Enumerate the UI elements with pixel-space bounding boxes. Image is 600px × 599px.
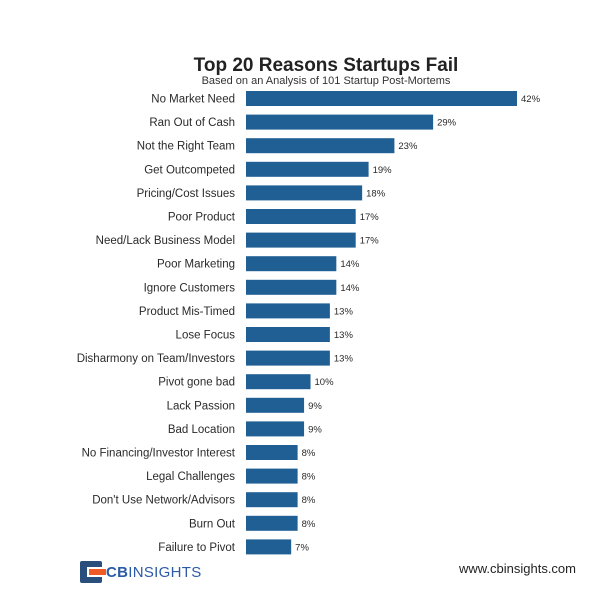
- category-label: Lose Focus: [176, 330, 236, 342]
- value-label: 8%: [302, 519, 316, 530]
- bar: [246, 303, 330, 319]
- bar: [246, 161, 369, 177]
- value-label: 13%: [334, 306, 354, 317]
- category-label: Failure to Pivot: [158, 542, 236, 554]
- value-label: 19%: [373, 165, 393, 176]
- chart-subtitle: Based on an Analysis of 101 Startup Post…: [202, 75, 451, 87]
- value-label: 42%: [521, 94, 541, 105]
- bar: [246, 91, 517, 106]
- category-label: Bad Location: [168, 424, 235, 436]
- bar: [246, 374, 311, 390]
- bar: [246, 397, 305, 413]
- category-label: Not the Right Team: [137, 141, 235, 153]
- category-label: Legal Challenges: [146, 471, 235, 483]
- category-label: Don't Use Network/Advisors: [92, 495, 235, 507]
- bar: [246, 515, 298, 531]
- bars-group: No Market Need 42% Ran Out of Cash 29% Not t…: [77, 91, 541, 555]
- bar: [246, 232, 356, 248]
- bar: [246, 327, 330, 342]
- value-label: 14%: [340, 283, 360, 294]
- category-label: Burn Out: [189, 518, 236, 530]
- category-label: Ran Out of Cash: [149, 117, 235, 129]
- bar: [246, 421, 305, 437]
- value-label: 29%: [437, 118, 457, 129]
- bar: [246, 114, 434, 130]
- logo-text-bold: CB: [106, 563, 129, 581]
- category-label: Need/Lack Business Model: [96, 235, 235, 247]
- value-label: 18%: [366, 188, 386, 199]
- value-label: 17%: [360, 236, 380, 247]
- bar: [246, 138, 395, 154]
- value-label: 8%: [302, 495, 316, 506]
- bar: [246, 279, 337, 295]
- value-label: 9%: [308, 401, 322, 412]
- bar: [246, 468, 298, 484]
- value-label: 23%: [398, 141, 418, 152]
- category-label: Poor Marketing: [157, 259, 235, 271]
- bar: [246, 539, 292, 555]
- value-label: 17%: [360, 212, 380, 223]
- chart-title: Top 20 Reasons Startups Fail: [194, 55, 459, 76]
- cb-insights-logo: CBINSIGHTS: [80, 561, 202, 583]
- website-link[interactable]: www.cbinsights.com: [458, 561, 576, 576]
- bar: [246, 492, 298, 508]
- category-label: No Market Need: [151, 94, 235, 106]
- cb-logo-icon: [80, 561, 106, 583]
- bar: [246, 209, 356, 224]
- value-label: 10%: [315, 377, 335, 388]
- category-label: No Financing/Investor Interest: [82, 448, 236, 460]
- bar: [246, 445, 298, 460]
- value-label: 13%: [334, 330, 354, 341]
- bar: [246, 185, 363, 201]
- category-label: Product Mis-Timed: [139, 306, 235, 318]
- logo-text-rest: INSIGHTS: [128, 563, 202, 581]
- category-label: Ignore Customers: [144, 282, 236, 294]
- logo-text: CBINSIGHTS: [106, 564, 202, 581]
- category-label: Poor Product: [168, 212, 236, 224]
- category-label: Pricing/Cost Issues: [137, 188, 236, 200]
- category-label: Disharmony on Team/Investors: [77, 353, 236, 365]
- bar: [246, 256, 337, 272]
- category-label: Get Outcompeted: [144, 164, 235, 176]
- value-label: 8%: [302, 472, 316, 483]
- category-label: Pivot gone bad: [158, 377, 235, 389]
- value-label: 14%: [340, 259, 360, 270]
- value-label: 9%: [308, 424, 322, 435]
- category-label: Lack Passion: [167, 400, 235, 412]
- bar: [246, 350, 330, 366]
- value-label: 8%: [302, 448, 316, 459]
- value-label: 13%: [334, 354, 354, 365]
- value-label: 7%: [295, 542, 309, 553]
